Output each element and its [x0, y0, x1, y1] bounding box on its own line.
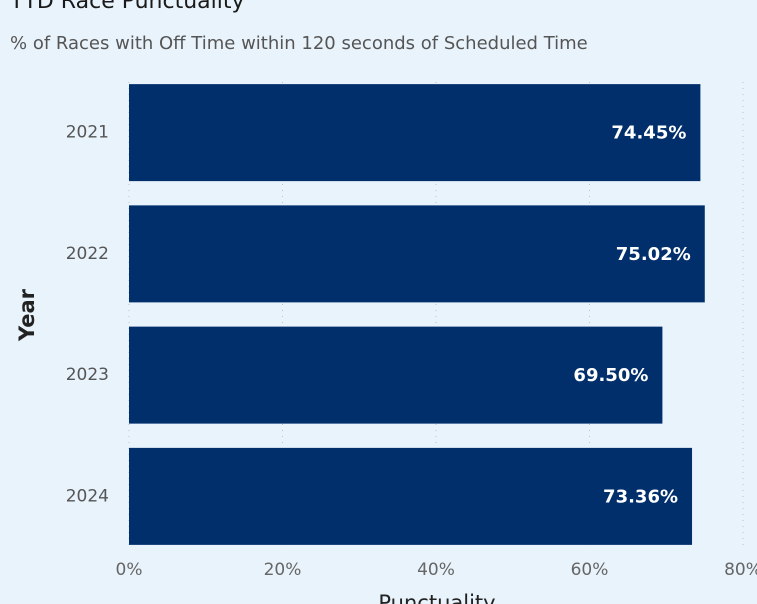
chart-title: YTD Race Punctuality — [9, 0, 245, 14]
x-tick-label: 80% — [724, 560, 757, 580]
x-tick-label: 60% — [571, 560, 609, 580]
y-tick-label: 2021 — [66, 123, 109, 143]
y-tick-label: 2024 — [66, 486, 109, 506]
data-label: 73.36% — [603, 486, 678, 507]
x-tick-label: 20% — [264, 560, 302, 580]
chart-subtitle: % of Races with Off Time within 120 seco… — [10, 33, 588, 54]
data-label: 75.02% — [616, 244, 691, 265]
x-axis-label: Punctuality — [378, 591, 495, 604]
bar — [129, 326, 663, 424]
y-tick-label: 2022 — [66, 244, 109, 264]
data-label: 69.50% — [573, 365, 648, 386]
bar — [129, 447, 693, 545]
bar — [129, 84, 701, 182]
x-tick-label: 0% — [116, 560, 143, 580]
x-tick-label: 40% — [417, 560, 455, 580]
data-label: 74.45% — [611, 123, 686, 144]
bar — [129, 205, 705, 303]
y-tick-label: 2023 — [66, 365, 109, 385]
y-axis-label: Year — [15, 288, 39, 342]
